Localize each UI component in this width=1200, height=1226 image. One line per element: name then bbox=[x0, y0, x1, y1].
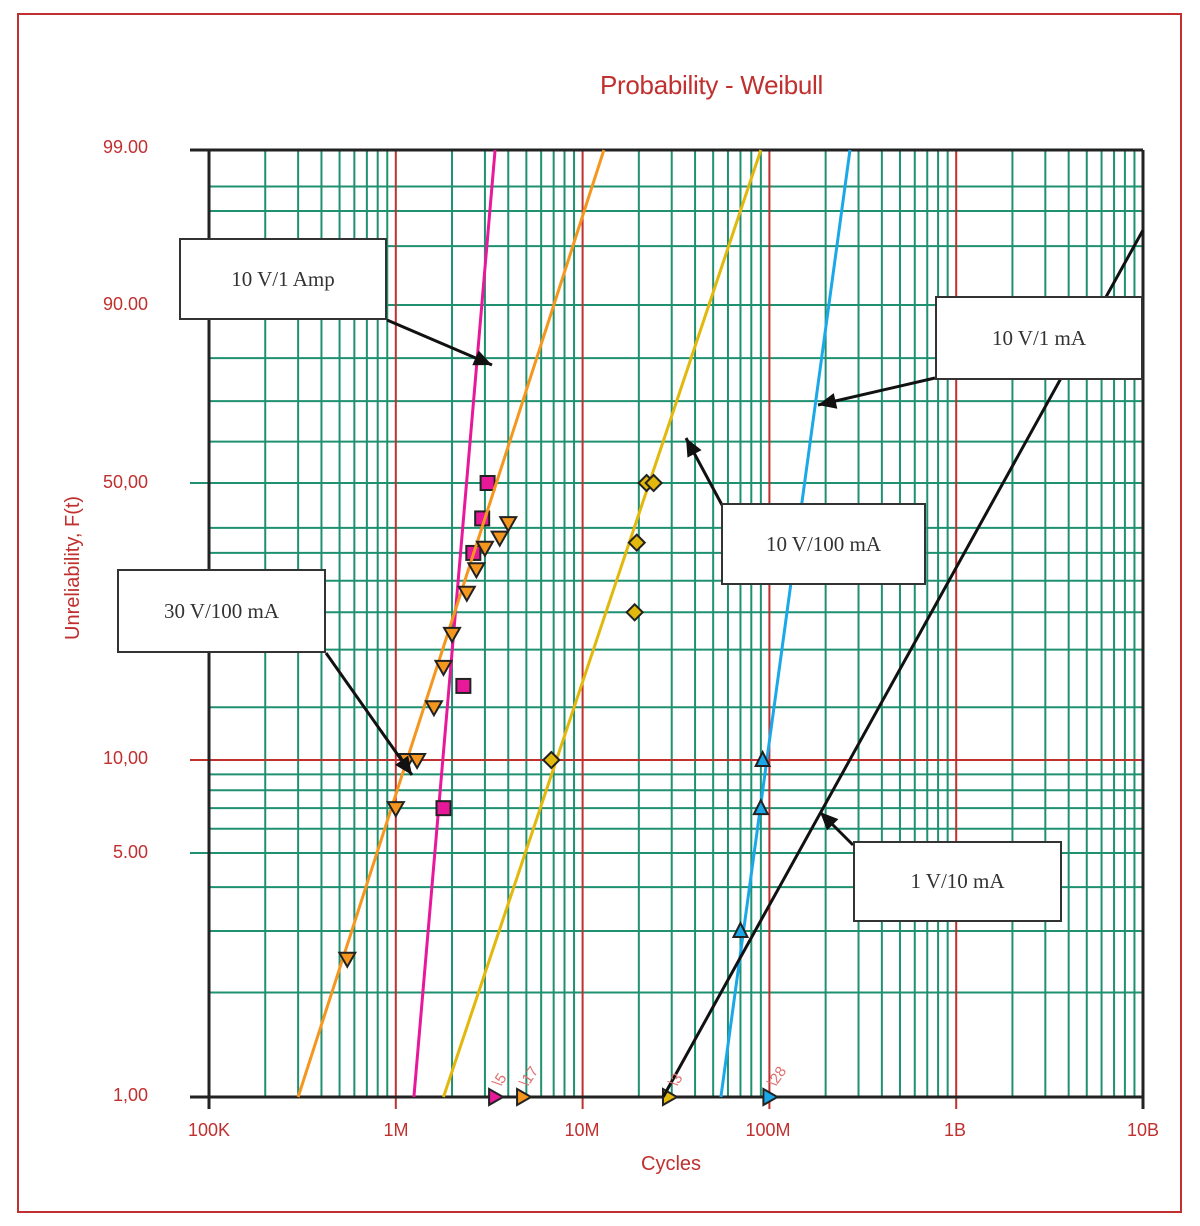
fit-line bbox=[719, 149, 852, 1098]
fit-line bbox=[412, 149, 497, 1098]
data-point-square bbox=[479, 475, 496, 491]
callout-30v-100ma: 30 V/100 mA bbox=[117, 569, 326, 653]
arrowhead-icon bbox=[472, 350, 492, 366]
data-point-diamond bbox=[625, 602, 645, 622]
x-axis-label: Cycles bbox=[641, 1153, 702, 1175]
x-tick-label: 100M bbox=[745, 1120, 791, 1140]
fit-line bbox=[296, 149, 606, 1098]
arrowhead-icon bbox=[686, 438, 702, 458]
suspension-count-label: \28 bbox=[764, 1063, 790, 1090]
x-tick-label: 1M bbox=[383, 1120, 409, 1140]
y-tick-label: 99.00 bbox=[102, 137, 148, 157]
callout-arrow bbox=[386, 318, 493, 367]
arrowhead-icon bbox=[820, 812, 839, 831]
suspension-marker bbox=[516, 1087, 534, 1107]
data-point-triangle bbox=[466, 562, 487, 580]
suspension-marker bbox=[762, 1087, 780, 1107]
data-point-triangle bbox=[498, 516, 518, 534]
data-point-triangle bbox=[475, 540, 495, 558]
data-point-triangle bbox=[457, 585, 477, 603]
data-point-triangle bbox=[386, 801, 406, 819]
arrowhead-icon bbox=[395, 755, 412, 775]
y-tick-label: 90.00 bbox=[102, 294, 148, 314]
callout-10v-1ma: 10 V/1 mA bbox=[935, 296, 1143, 380]
data-point-square bbox=[435, 800, 452, 817]
arrowhead-icon bbox=[818, 393, 838, 409]
data-point-triangle bbox=[442, 626, 462, 644]
chart-title: Probability - Weibull bbox=[600, 70, 823, 100]
x-tick-label: 10B bbox=[1126, 1120, 1160, 1140]
data-point-triangle bbox=[752, 797, 770, 816]
callout-arrow bbox=[324, 652, 414, 776]
fit-line bbox=[442, 149, 763, 1098]
data-point-triangle bbox=[489, 530, 510, 548]
callout-10v-100ma: 10 V/100 mA bbox=[721, 503, 926, 585]
data-point-diamond bbox=[541, 750, 561, 770]
data-point-triangle bbox=[337, 951, 358, 969]
data-point-diamond bbox=[627, 533, 647, 553]
data-point-square bbox=[455, 677, 472, 694]
callout-10v-1amp: 10 V/1 Amp bbox=[179, 238, 387, 320]
callout-1v-10ma: 1 V/10 mA bbox=[853, 841, 1062, 922]
y-tick-label: 5.00 bbox=[112, 842, 148, 862]
data-point-diamond bbox=[644, 473, 664, 493]
data-point-triangle bbox=[424, 700, 444, 718]
chart-frame bbox=[17, 13, 1182, 1213]
data-point-triangle bbox=[433, 659, 454, 677]
data-point-triangle bbox=[407, 753, 427, 771]
y-tick-label: 10,00 bbox=[102, 748, 148, 768]
x-tick-label: 100K bbox=[187, 1120, 231, 1140]
suspension-count-label: \17 bbox=[516, 1063, 542, 1090]
y-tick-label: 50,00 bbox=[102, 472, 148, 492]
data-point-triangle bbox=[731, 920, 750, 939]
suspension-marker bbox=[488, 1087, 506, 1107]
x-tick-label: 10M bbox=[564, 1120, 600, 1140]
data-point-triangle bbox=[754, 749, 772, 767]
x-tick-label: 1B bbox=[943, 1120, 967, 1140]
y-tick-label: 1,00 bbox=[112, 1085, 148, 1105]
callout-arrow bbox=[817, 376, 936, 407]
